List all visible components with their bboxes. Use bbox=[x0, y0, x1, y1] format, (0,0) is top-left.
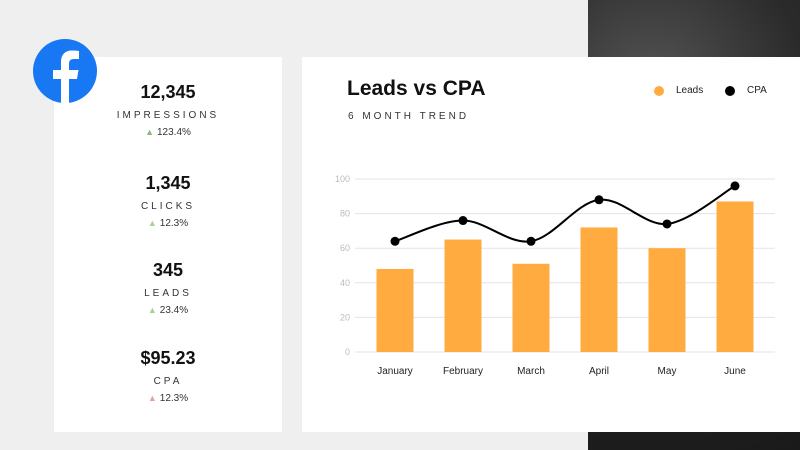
metric-value: $95.23 bbox=[140, 348, 196, 368]
bar-leads bbox=[376, 268, 414, 352]
metric-change: ▲ 12.3% bbox=[54, 218, 282, 229]
x-tick-label: April bbox=[589, 366, 609, 377]
metric-change-value: 12.3% bbox=[159, 393, 189, 404]
legend-swatch-leads bbox=[654, 85, 664, 96]
point-cpa bbox=[526, 236, 536, 246]
y-tick-label: 100 bbox=[335, 174, 350, 184]
metric-leads: 345 LEADS ▲ 23.4% bbox=[54, 260, 282, 316]
y-tick-label: 0 bbox=[345, 347, 350, 357]
metrics-card: 12,345 IMPRESSIONS ▲ 123.4% 1,345 CLICKS ▲… bbox=[54, 57, 282, 432]
metric-clicks: 1,345 CLICKS ▲ 12.3% bbox=[54, 173, 282, 229]
x-tick-label: January bbox=[377, 366, 413, 377]
y-tick-label: 40 bbox=[340, 278, 350, 288]
x-tick-label: May bbox=[658, 366, 677, 377]
metric-change: ▲ 123.4% bbox=[54, 127, 282, 138]
point-cpa bbox=[594, 195, 604, 205]
legend-swatch-cpa bbox=[725, 85, 735, 96]
metric-cpa: $95.23 CPA ▲ 12.3% bbox=[54, 348, 282, 404]
metric-value: 345 bbox=[152, 260, 184, 280]
bar-leads bbox=[716, 201, 754, 352]
y-tick-label: 80 bbox=[340, 209, 350, 219]
metric-change-value: 23.4% bbox=[159, 305, 189, 316]
metric-impressions: 12,345 IMPRESSIONS ▲ 123.4% bbox=[54, 82, 282, 138]
triangle-up-icon: ▲ bbox=[147, 305, 157, 315]
triangle-up-icon: ▲ bbox=[147, 393, 157, 403]
metric-change: ▲ 12.3% bbox=[54, 393, 282, 404]
x-tick-label: March bbox=[517, 366, 545, 377]
bar-leads bbox=[648, 248, 686, 352]
point-cpa bbox=[730, 181, 740, 191]
metric-value: 1,345 bbox=[145, 173, 191, 193]
triangle-up-icon: ▲ bbox=[145, 127, 154, 137]
chart-title: Leads vs CPA bbox=[347, 77, 486, 100]
bar-leads bbox=[580, 227, 618, 352]
bar-leads bbox=[512, 263, 550, 352]
metric-label: LEADS bbox=[144, 288, 192, 299]
point-cpa bbox=[458, 216, 468, 226]
chart-subtitle: 6 MONTH TREND bbox=[348, 111, 470, 122]
y-tick-label: 20 bbox=[340, 312, 350, 322]
y-tick-label: 60 bbox=[340, 243, 350, 253]
point-cpa bbox=[662, 219, 672, 229]
metric-change-value: 12.3% bbox=[159, 218, 189, 229]
x-tick-label: June bbox=[724, 366, 746, 377]
metric-change: ▲ 23.4% bbox=[54, 305, 282, 316]
metric-label: CPA bbox=[153, 376, 183, 387]
metric-value: 12,345 bbox=[140, 82, 196, 102]
x-tick-label: February bbox=[443, 366, 483, 377]
legend-leads: Leads bbox=[654, 85, 703, 96]
metric-label: CLICKS bbox=[140, 201, 196, 212]
triangle-up-icon: ▲ bbox=[147, 218, 157, 228]
metric-change-value: 123.4% bbox=[157, 127, 191, 138]
facebook-logo-icon bbox=[33, 39, 97, 103]
legend-cpa: CPA bbox=[725, 85, 767, 96]
legend-label: CPA bbox=[747, 85, 767, 96]
point-cpa bbox=[390, 236, 400, 246]
legend-label: Leads bbox=[676, 85, 704, 96]
metric-label: IMPRESSIONS bbox=[116, 110, 220, 121]
bar-leads bbox=[444, 239, 482, 352]
